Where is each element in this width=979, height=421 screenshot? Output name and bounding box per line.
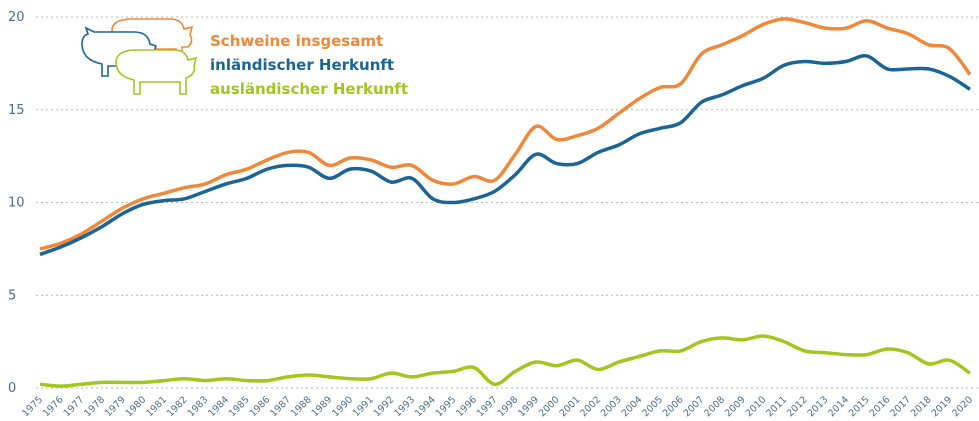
- x-tick-label: 1981: [144, 394, 169, 419]
- x-tick-label: 2010: [744, 394, 769, 419]
- x-tick-label: 2000: [537, 394, 562, 419]
- x-tick-label: 1995: [434, 394, 459, 419]
- x-tick-label: 1983: [186, 394, 211, 419]
- x-tick-label: 2011: [764, 394, 789, 419]
- x-tick-label: 1984: [206, 394, 231, 419]
- x-tick-label: 1982: [165, 394, 190, 419]
- x-tick-label: 2014: [826, 394, 851, 419]
- x-tick-label: 1991: [351, 394, 376, 419]
- x-tick-label: 1996: [454, 394, 479, 419]
- x-tick-label: 1993: [392, 394, 417, 419]
- x-tick-label: 2006: [661, 394, 686, 419]
- x-tick-label: 2019: [930, 394, 955, 419]
- x-tick-label: 2001: [558, 394, 583, 419]
- y-tick-label: 20: [8, 10, 25, 25]
- x-tick-label: 1979: [103, 394, 128, 419]
- x-tick-label: 1975: [20, 394, 45, 419]
- legend-entry: inländischer Herkunft: [210, 56, 394, 74]
- chart: 0 5 10 15 20 19751976197719781979198019811982…: [0, 0, 979, 421]
- x-tick-label: 2017: [888, 394, 913, 419]
- y-tick-label: 15: [8, 103, 25, 118]
- x-tick-label: 1994: [413, 394, 438, 419]
- x-tick-label: 1976: [41, 394, 66, 419]
- y-tick-label: 0: [8, 381, 16, 396]
- x-tick-label: 2016: [868, 394, 893, 419]
- x-tick-label: 1977: [62, 394, 87, 419]
- x-tick-label: 2020: [950, 394, 975, 419]
- y-tick-label: 10: [8, 196, 25, 211]
- x-tick-label: 1988: [289, 394, 314, 419]
- x-tick-label: 2012: [785, 394, 810, 419]
- x-tick-label: 2007: [682, 394, 707, 419]
- x-tick-label: 1987: [268, 394, 293, 419]
- x-tick-label: 2003: [599, 394, 624, 419]
- x-tick-label: 1989: [310, 394, 335, 419]
- x-tick-label: 2008: [702, 394, 727, 419]
- x-tick-label: 1985: [227, 394, 252, 419]
- x-tick-label: 2013: [806, 394, 831, 419]
- x-tick-label: 2005: [640, 394, 665, 419]
- x-tick-label: 2004: [620, 394, 645, 419]
- x-tick-label: 1986: [248, 394, 273, 419]
- x-tick-label: 1990: [330, 394, 355, 419]
- legend-entry: ausländischer Herkunft: [210, 80, 408, 98]
- legend-entry: Schweine insgesamt: [210, 32, 383, 50]
- x-tick-label: 1992: [372, 394, 397, 419]
- x-tick-label: 1997: [475, 394, 500, 419]
- pig-icon: [82, 19, 196, 94]
- x-tick-label: 1998: [496, 394, 521, 419]
- x-tick-label: 2018: [909, 394, 934, 419]
- x-tick-label: 1980: [124, 394, 149, 419]
- line: [40, 336, 970, 386]
- y-tick-label: 5: [8, 288, 16, 303]
- x-tick-label: 2009: [723, 394, 748, 419]
- x-tick-label: 1978: [82, 394, 107, 419]
- x-tick-label: 2015: [847, 394, 872, 419]
- x-tick-label: 2002: [578, 394, 603, 419]
- x-tick-label: 1999: [516, 394, 541, 419]
